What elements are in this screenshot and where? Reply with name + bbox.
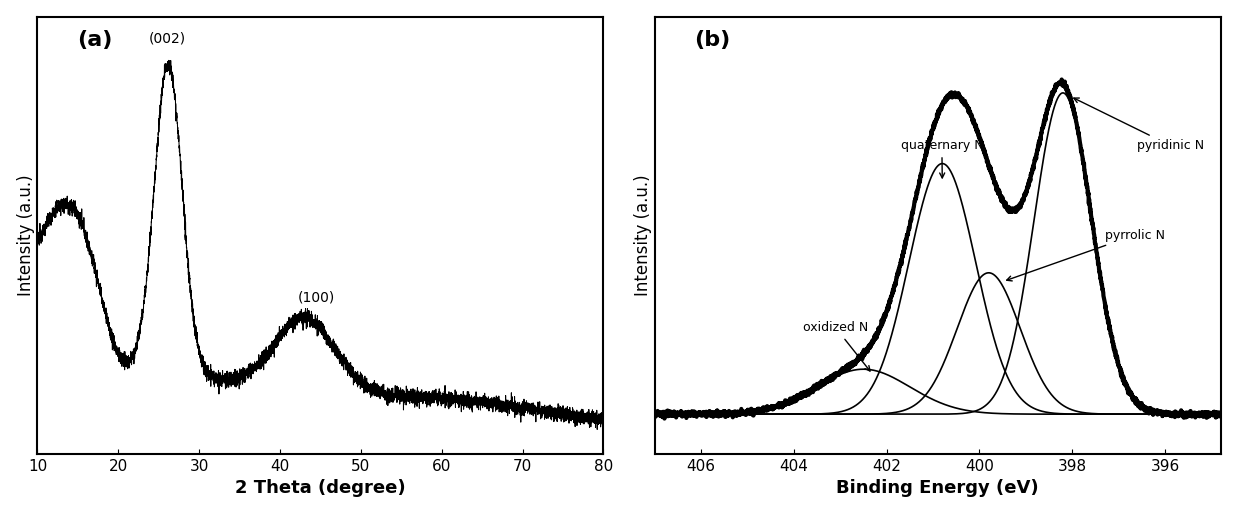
- Y-axis label: Intensity (a.u.): Intensity (a.u.): [634, 174, 652, 296]
- X-axis label: 2 Theta (degree): 2 Theta (degree): [236, 480, 405, 498]
- Text: (100): (100): [298, 290, 335, 305]
- Text: (a): (a): [77, 30, 113, 50]
- X-axis label: Binding Energy (eV): Binding Energy (eV): [836, 480, 1039, 498]
- Text: (b): (b): [694, 30, 730, 50]
- Text: (002): (002): [149, 31, 185, 45]
- Text: pyridinic N: pyridinic N: [1074, 98, 1204, 152]
- Y-axis label: Intensity (a.u.): Intensity (a.u.): [16, 174, 35, 296]
- Text: quaternary N: quaternary N: [900, 139, 983, 178]
- Text: oxidized N: oxidized N: [804, 321, 870, 371]
- Text: pyrrolic N: pyrrolic N: [1007, 229, 1164, 281]
